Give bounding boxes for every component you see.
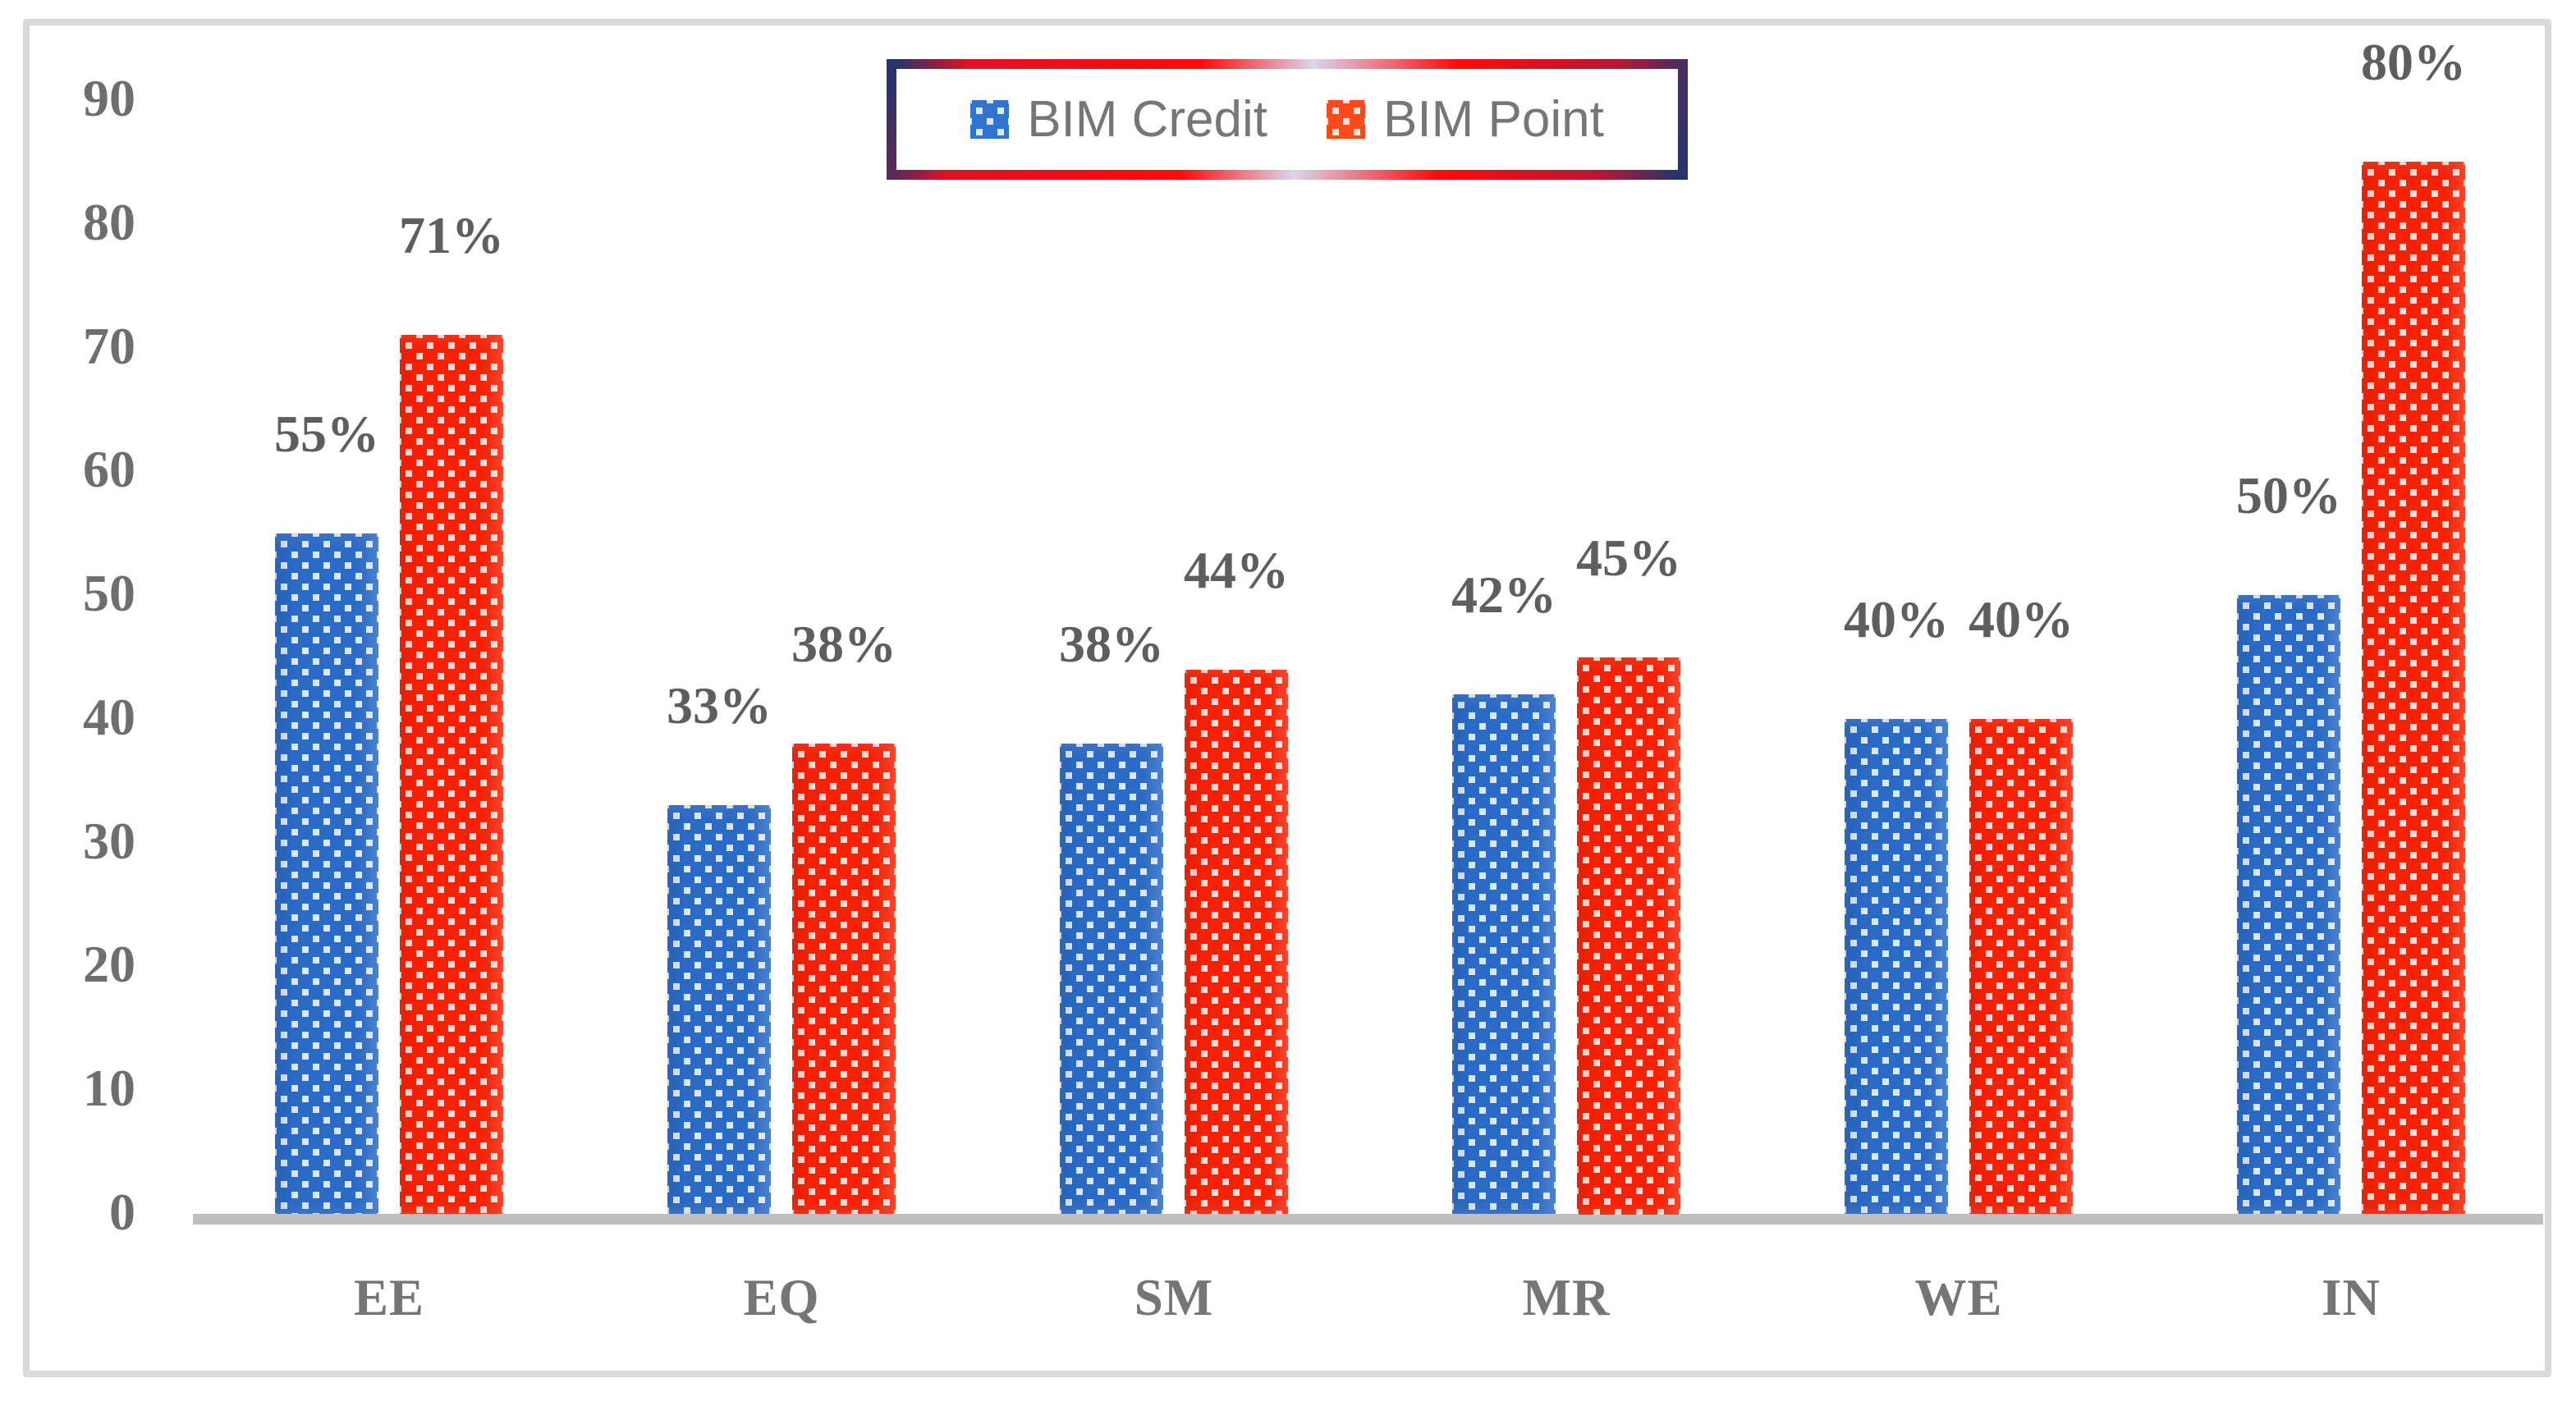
bar-value-label-bim-point-mr: 45% bbox=[1576, 529, 1681, 587]
bar-value-label-bim-credit-mr: 42% bbox=[1451, 565, 1556, 624]
y-axis-tick-40: 40 bbox=[83, 688, 135, 746]
bar-value-label-bim-credit-eq: 33% bbox=[667, 676, 772, 735]
y-axis-tick-0: 0 bbox=[109, 1183, 135, 1241]
legend: BIM Credit BIM Point bbox=[887, 59, 1688, 180]
bar-value-label-bim-credit-sm: 38% bbox=[1059, 615, 1164, 673]
bar-value-label-bim-point-sm: 44% bbox=[1184, 541, 1289, 599]
legend-label-bim-credit: BIM Credit bbox=[1027, 90, 1268, 148]
category-label-ee: EE bbox=[353, 1269, 425, 1326]
bar-value-label-bim-point-eq: 38% bbox=[791, 615, 896, 673]
bar-bim-credit-eq bbox=[667, 805, 771, 1214]
bar-bim-point-eq bbox=[792, 744, 896, 1214]
y-axis-tick-70: 70 bbox=[83, 317, 135, 375]
y-axis-tick-90: 90 bbox=[83, 69, 135, 127]
y-axis-tick-20: 20 bbox=[83, 935, 135, 993]
bar-bim-credit-ee bbox=[275, 533, 378, 1214]
y-axis-tick-30: 30 bbox=[83, 812, 135, 870]
y-axis-tick-50: 50 bbox=[83, 564, 135, 622]
y-axis-tick-60: 60 bbox=[83, 440, 135, 498]
bim-point-swatch-icon bbox=[1327, 100, 1366, 139]
bar-value-label-bim-point-we: 40% bbox=[1969, 590, 2074, 648]
bar-bim-point-ee bbox=[400, 335, 503, 1214]
bar-bim-point-sm bbox=[1185, 670, 1288, 1214]
bar-bim-credit-mr bbox=[1452, 694, 1556, 1214]
bar-value-label-bim-point-in: 80% bbox=[2361, 33, 2466, 91]
bar-bim-point-we bbox=[1969, 719, 2073, 1214]
bar-value-label-bim-credit-in: 50% bbox=[2236, 466, 2341, 524]
category-label-we: WE bbox=[1914, 1269, 2003, 1326]
category-label-in: IN bbox=[2321, 1269, 2381, 1326]
legend-item-bim-point: BIM Point bbox=[1327, 94, 1604, 145]
category-label-sm: SM bbox=[1134, 1269, 1214, 1326]
bar-bim-point-in bbox=[2362, 162, 2465, 1214]
category-label-mr: MR bbox=[1522, 1269, 1611, 1326]
bar-bim-credit-we bbox=[1845, 719, 1948, 1214]
legend-label-bim-point: BIM Point bbox=[1383, 90, 1604, 148]
bar-value-label-bim-point-ee: 71% bbox=[399, 206, 504, 264]
bar-bim-credit-sm bbox=[1060, 744, 1163, 1214]
y-axis-tick-10: 10 bbox=[83, 1059, 135, 1117]
bar-bim-point-mr bbox=[1577, 657, 1680, 1215]
legend-item-bim-credit: BIM Credit bbox=[970, 94, 1267, 145]
bim-credit-swatch-icon bbox=[970, 100, 1010, 139]
x-axis-baseline bbox=[193, 1214, 2543, 1225]
bar-bim-credit-in bbox=[2237, 595, 2340, 1214]
bar-value-label-bim-credit-we: 40% bbox=[1844, 590, 1949, 648]
bar-value-label-bim-credit-ee: 55% bbox=[274, 405, 379, 463]
category-label-eq: EQ bbox=[743, 1269, 820, 1326]
y-axis-tick-80: 80 bbox=[83, 193, 135, 251]
